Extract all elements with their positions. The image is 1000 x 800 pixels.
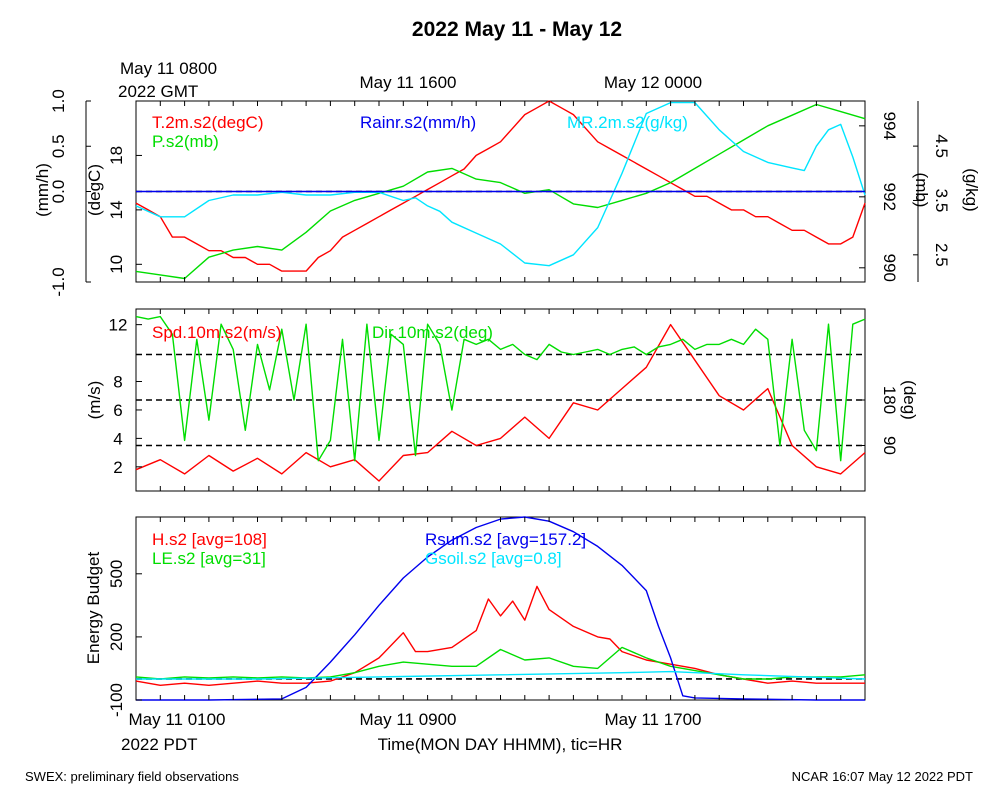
temp-axis-label: (degC)	[85, 164, 104, 216]
bottom-time-label-3: May 11 1700	[604, 710, 701, 729]
sensible-heat-legend: H.s2 [avg=108]	[152, 530, 267, 549]
start-gmt-date: May 11 0800	[120, 59, 217, 78]
pressure-axis-label: (mb)	[912, 173, 931, 208]
y-tick-label: 12	[109, 316, 128, 335]
y-tick-label: 2	[113, 458, 122, 477]
y-tick-label: 2.5	[932, 243, 951, 267]
y-tick-label: 14	[107, 200, 126, 219]
series-line-h	[135, 585, 865, 686]
direction-legend: Dir.10m.s2(deg)	[372, 323, 493, 342]
series-line-gsoil	[136, 670, 866, 680]
y-tick-label: 4	[113, 429, 122, 448]
y-tick-label: 0.5	[49, 134, 68, 158]
y-tick-label: 1.0	[49, 89, 68, 113]
y-tick-label: 8	[113, 373, 122, 392]
y-tick-label: 200	[107, 623, 126, 651]
y-tick-label: 992	[880, 183, 899, 211]
rain-legend: Rainr.s2(mm/h)	[360, 113, 476, 132]
series-line-spd	[135, 323, 866, 482]
mixing-ratio-legend: MR.2m.s2(g/kg)	[567, 113, 688, 132]
y-tick-label: 90	[880, 436, 899, 455]
top-time-label-1: May 11 1600	[359, 73, 456, 92]
temp-legend: T.2m.s2(degC)	[152, 113, 263, 132]
y-tick-label: 500	[107, 560, 126, 588]
gsoil-legend: Gsoil.s2 [avg=0.8]	[425, 549, 562, 568]
start-gmt-year: 2022 GMT	[118, 82, 198, 101]
rain-axis-label: (mm/h)	[33, 163, 52, 217]
x-axis-title: Time(MON DAY HHMM), tic=HR	[378, 735, 623, 754]
y-tick-label: 3.5	[932, 189, 951, 213]
speed-axis-label: (m/s)	[85, 381, 104, 420]
met-panel: -1.0 0.0 0.5 1.0 10 14 18 990 992 994 2.5 3.5 4.5 T.…	[33, 89, 981, 296]
y-tick-label: 0.0	[49, 180, 68, 204]
energy-panel: -100 200 500 H.s2 [avg=108] LE.s2 [avg=31]…	[84, 516, 866, 717]
y-tick-label: 994	[880, 112, 899, 140]
speed-legend: Spd.10m.s2(m/s)	[152, 323, 281, 342]
bottom-time-label-2: May 11 0900	[359, 710, 456, 729]
chart-title: 2022 May 11 - May 12	[412, 18, 622, 41]
y-tick-label: -100	[107, 683, 126, 717]
rsum-legend: Rsum.s2 [avg=157.2]	[425, 530, 586, 549]
series-line-t	[135, 100, 866, 272]
bottom-time-label-1: May 11 0100	[128, 710, 225, 729]
top-time-label-2: May 12 0000	[604, 73, 702, 92]
direction-axis-label: (deg)	[900, 380, 919, 420]
series-line-p	[135, 103, 866, 280]
latent-heat-legend: LE.s2 [avg=31]	[152, 549, 266, 568]
y-tick-label: 180	[880, 386, 899, 414]
y-tick-label: 6	[113, 401, 122, 420]
pressure-legend: P.s2(mb)	[152, 132, 219, 151]
wind-panel: 2 4 6 8 12 90 180 Spd.10m.s2(m/s) Dir.10m.s2(d…	[85, 308, 919, 492]
y-tick-label: 10	[107, 255, 126, 274]
start-pdt-year: 2022 PDT	[121, 735, 198, 754]
series-line-dir	[135, 315, 866, 462]
energy-axis-label: Energy Budget	[84, 551, 103, 664]
y-tick-label: 4.5	[932, 134, 951, 158]
series-line-le	[135, 646, 866, 680]
y-tick-label: 990	[880, 254, 899, 282]
mixing-ratio-axis-label: (g/kg)	[962, 168, 981, 211]
footer-left: SWEX: preliminary field observations	[25, 769, 239, 784]
y-tick-label: -1.0	[49, 267, 68, 296]
y-tick-label: 18	[107, 146, 126, 165]
footer-right: NCAR 16:07 May 12 2022 PDT	[792, 769, 973, 784]
